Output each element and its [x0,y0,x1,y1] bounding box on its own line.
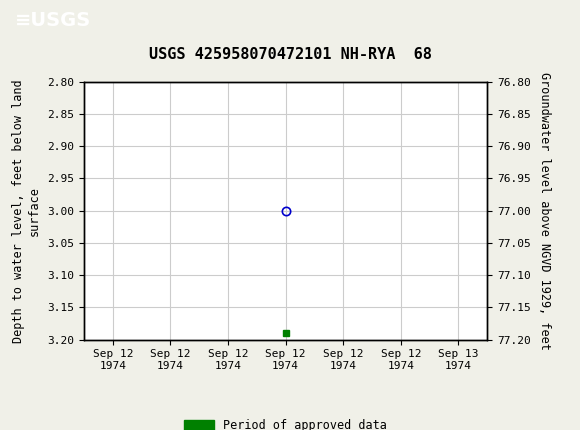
Text: USGS 425958070472101 NH-RYA  68: USGS 425958070472101 NH-RYA 68 [148,47,432,62]
Text: ≡USGS: ≡USGS [14,11,90,30]
Y-axis label: Depth to water level, feet below land
surface: Depth to water level, feet below land su… [12,79,41,343]
Y-axis label: Groundwater level above NGVD 1929, feet: Groundwater level above NGVD 1929, feet [538,72,550,350]
Legend: Period of approved data: Period of approved data [180,415,392,430]
